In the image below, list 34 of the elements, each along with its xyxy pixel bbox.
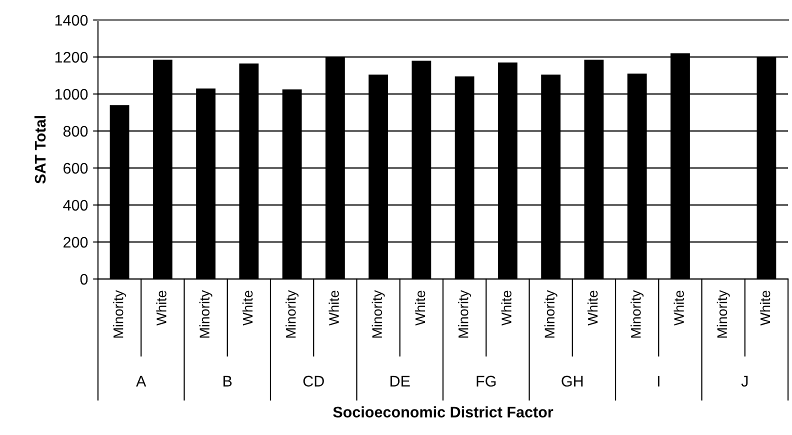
text: B [224,376,232,386]
x-tick-label: White [156,290,166,326]
text: J [741,376,748,387]
y-tick-label: 600 [64,162,88,174]
text: CD [303,376,324,387]
x-tick-label: Minority [716,290,730,338]
y-tick-label: 800 [63,126,88,137]
y-tick-label: 1000 [55,88,88,100]
x-tick-label: Minority [199,290,212,338]
x-tick-label: White [674,290,684,326]
text: GH [562,376,583,387]
x-tick-label: White [328,290,339,326]
x-tick-label: Minority [286,290,299,338]
y-tick-label: 1400 [55,14,88,26]
x-tick-label: White [414,290,426,326]
x-tick-label: White [242,290,253,326]
x-tick-label: White [760,290,770,326]
y-tick-label: 400 [63,200,88,211]
x-tick-label: Minority [544,290,558,338]
x-tick-label: Minority [113,290,126,338]
y-tick-label: 0 [80,274,88,285]
y-axis-title: SAT Total [34,116,46,184]
text: DE [390,376,410,386]
x-tick-label: Minority [458,290,472,338]
x-axis-title: Socioeconomic District Factor [333,406,554,418]
x-tick-label: Minority [372,290,385,338]
x-tick-label: White [501,290,512,326]
y-tick-label: 1200 [55,52,88,63]
x-tick-label: Minority [630,290,644,338]
text: A [136,376,146,386]
y-tick-label: 200 [64,236,88,248]
text: FG [476,376,496,387]
text: I [658,376,660,386]
x-tick-label: White [587,290,598,326]
